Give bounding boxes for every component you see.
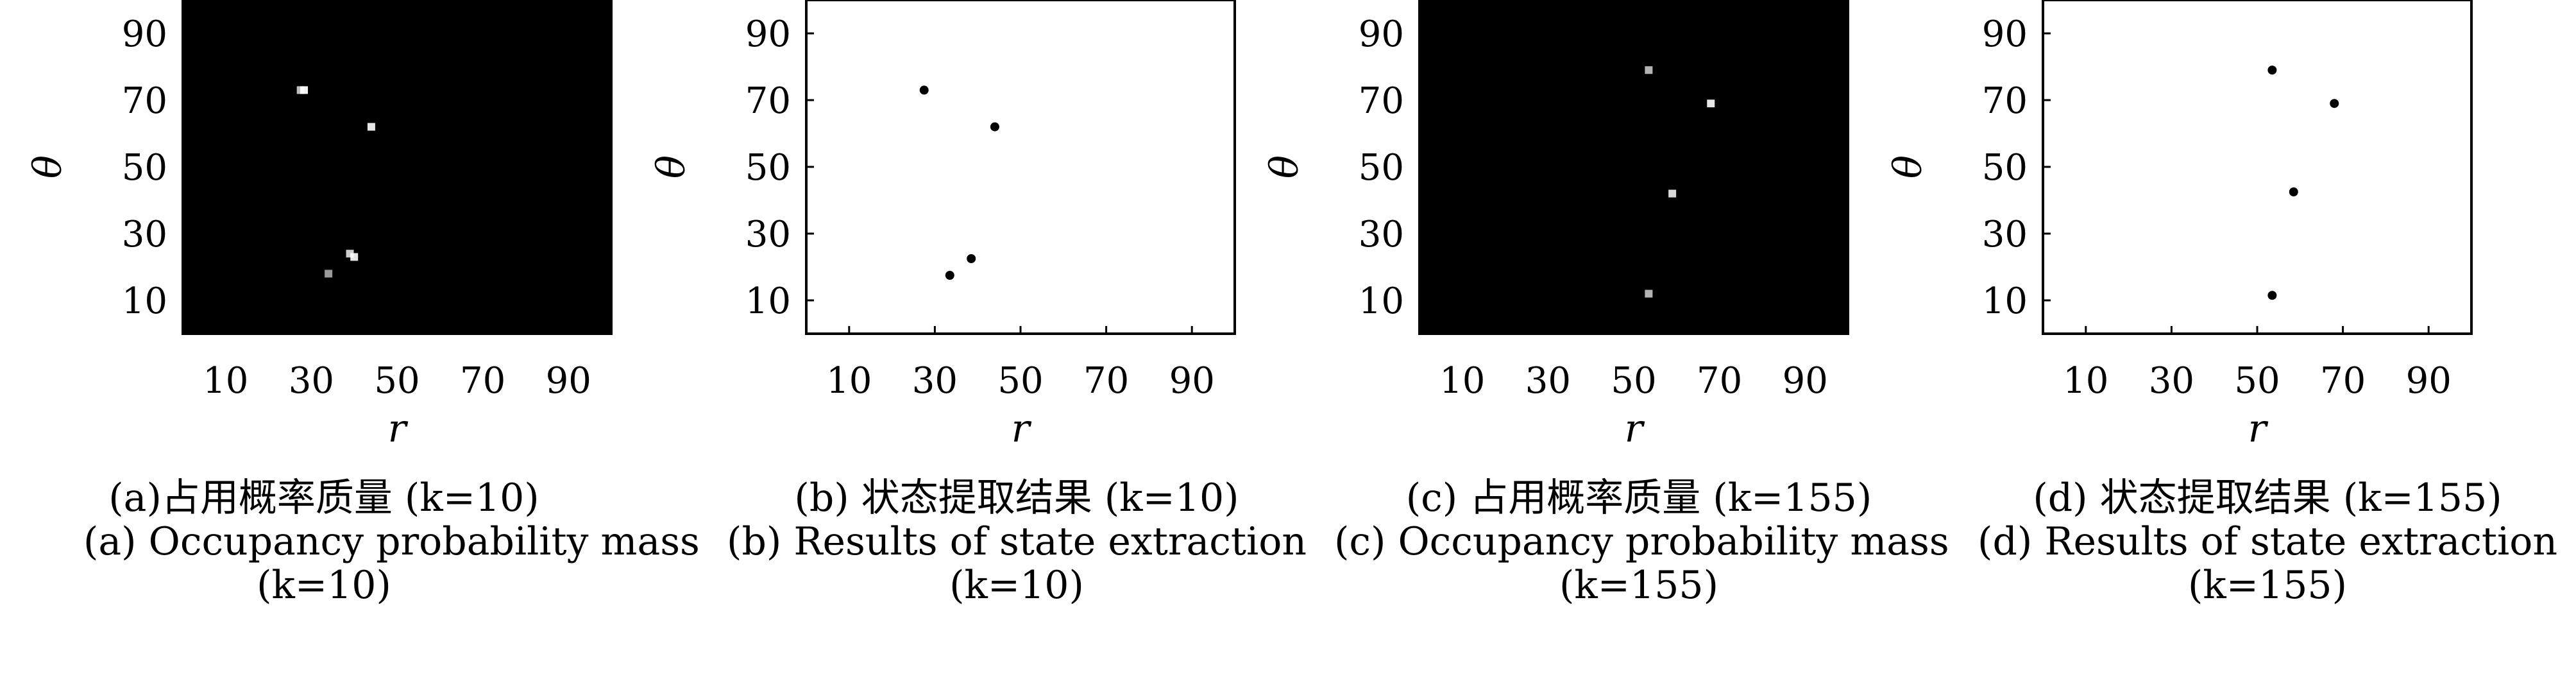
data-point-d-2 bbox=[2330, 99, 2339, 108]
x-tick-label-c-10: 10 bbox=[1439, 360, 1485, 402]
x-tick-label-b-70: 70 bbox=[1083, 360, 1129, 402]
y-tick-label-d-10: 10 bbox=[1982, 280, 2028, 322]
y-tick-label-b-90: 90 bbox=[745, 13, 791, 55]
y-tick-label-d-30: 30 bbox=[1982, 214, 2028, 255]
y-tick-label-a-50: 50 bbox=[122, 147, 167, 189]
data-point-b-2 bbox=[990, 122, 999, 132]
y-tick-label-a-10: 10 bbox=[122, 280, 167, 322]
x-tick-label-d-10: 10 bbox=[2063, 360, 2108, 402]
y-tick-label-c-90: 90 bbox=[1359, 13, 1404, 55]
caption-c: (c) 占用概率质量 (k=155) (c) Occupancy probabi… bbox=[1334, 476, 1949, 608]
data-point-a-6 bbox=[325, 270, 333, 278]
y-axis-label-b: θ bbox=[649, 155, 694, 178]
x-tick-label-d-70: 70 bbox=[2320, 360, 2366, 402]
plot-background-a bbox=[183, 0, 611, 334]
x-axis-label-c: r bbox=[1625, 406, 1645, 451]
y-tick-label-c-10: 10 bbox=[1359, 280, 1404, 322]
y-tick-label-b-30: 30 bbox=[745, 214, 791, 255]
caption-a-cn: (a)占用概率质量 (k=10) bbox=[108, 476, 539, 520]
data-point-d-1 bbox=[2267, 65, 2277, 75]
x-tick-label-a-90: 90 bbox=[546, 360, 591, 402]
caption-b-en-line2: (k=10) bbox=[949, 563, 1084, 608]
chart-a: 10 30 50 70 90 10 30 50 70 90 r θ bbox=[26, 0, 613, 451]
y-axis-label-d: θ bbox=[1886, 155, 1931, 178]
y-tick-label-a-30: 30 bbox=[122, 214, 167, 255]
caption-c-en-line1: (c) Occupancy probability mass bbox=[1334, 519, 1949, 564]
y-tick-label-a-90: 90 bbox=[122, 13, 167, 55]
x-tick-label-d-90: 90 bbox=[2406, 360, 2452, 402]
x-tick-label-b-90: 90 bbox=[1169, 360, 1215, 402]
x-tick-label-a-50: 50 bbox=[374, 360, 419, 402]
data-point-a-5 bbox=[350, 253, 359, 261]
x-tick-label-a-10: 10 bbox=[203, 360, 248, 402]
y-axis-label-a: θ bbox=[26, 155, 71, 178]
x-axis-label-a: r bbox=[388, 406, 409, 451]
x-axis-label-b: r bbox=[1012, 406, 1032, 451]
y-tick-label-a-70: 70 bbox=[122, 80, 167, 122]
data-point-b-4 bbox=[945, 271, 954, 280]
y-tick-label-b-50: 50 bbox=[745, 147, 791, 189]
caption-a: (a)占用概率质量 (k=10) (a) Occupancy probabili… bbox=[83, 476, 700, 608]
plot-frame-c bbox=[1418, 0, 1849, 335]
y-tick-label-c-70: 70 bbox=[1359, 80, 1404, 122]
y-tick-label-d-90: 90 bbox=[1982, 13, 2028, 55]
y-tick-label-b-70: 70 bbox=[745, 80, 791, 122]
caption-d-cn: (d) 状态提取结果 (k=155) bbox=[2033, 476, 2502, 520]
x-axis-label-d: r bbox=[2248, 406, 2269, 451]
x-tick-label-c-90: 90 bbox=[1783, 360, 1828, 402]
caption-d-en-line1: (d) Results of state extraction bbox=[1978, 519, 2557, 564]
plot-background-b bbox=[806, 0, 1235, 334]
data-point-c-1 bbox=[1645, 66, 1653, 74]
data-point-d-4 bbox=[2267, 291, 2277, 300]
y-tick-label-c-30: 30 bbox=[1359, 214, 1404, 255]
chart-b: 10 30 50 70 90 10 30 50 70 90 r θ bbox=[649, 0, 1236, 451]
y-axis-label-c: θ bbox=[1262, 155, 1307, 178]
x-tick-label-b-10: 10 bbox=[826, 360, 872, 402]
y-tick-label-c-50: 50 bbox=[1359, 147, 1404, 189]
data-point-a-2 bbox=[300, 86, 309, 94]
x-tick-label-a-30: 30 bbox=[289, 360, 334, 402]
x-tick-label-c-50: 50 bbox=[1611, 360, 1656, 402]
caption-d: (d) 状态提取结果 (k=155) (d) Results of state … bbox=[1963, 476, 2572, 607]
x-tick-label-d-50: 50 bbox=[2234, 360, 2280, 402]
plot-frame-d bbox=[2042, 0, 2473, 335]
data-point-c-4 bbox=[1645, 289, 1653, 298]
x-tick-label-b-50: 50 bbox=[997, 360, 1043, 402]
y-tick-label-b-10: 10 bbox=[745, 280, 791, 322]
plot-background-d bbox=[2043, 0, 2471, 334]
caption-b-cn: (b) 状态提取结果 (k=10) bbox=[794, 476, 1239, 520]
caption-c-cn: (c) 占用概率质量 (k=155) bbox=[1405, 476, 1872, 520]
caption-a-en-line2: (k=10) bbox=[257, 563, 391, 608]
caption-a-en-line1: (a) Occupancy probability mass bbox=[83, 519, 700, 564]
x-tick-label-b-30: 30 bbox=[912, 360, 958, 402]
caption-b: (b) 状态提取结果 (k=10) (b) Results of state e… bbox=[712, 476, 1321, 607]
chart-d: 10 30 50 70 90 10 30 50 70 90 r θ bbox=[1886, 0, 2473, 451]
plot-frame-b bbox=[805, 0, 1236, 335]
x-tick-label-c-30: 30 bbox=[1525, 360, 1571, 402]
data-point-c-3 bbox=[1668, 189, 1677, 198]
y-tick-label-d-50: 50 bbox=[1982, 147, 2028, 189]
caption-b-en-line1: (b) Results of state extraction bbox=[727, 519, 1307, 564]
x-tick-label-c-70: 70 bbox=[1697, 360, 1742, 402]
plot-frame-a bbox=[182, 0, 613, 335]
plot-background-c bbox=[1419, 0, 1848, 334]
y-tick-label-d-70: 70 bbox=[1982, 80, 2028, 122]
caption-c-en-line2: (k=155) bbox=[1559, 563, 1718, 608]
chart-c: 10 30 50 70 90 10 30 50 70 90 r θ bbox=[1262, 0, 1849, 451]
caption-d-en-line2: (k=155) bbox=[2188, 563, 2347, 608]
data-point-b-1 bbox=[919, 85, 929, 95]
data-point-d-3 bbox=[2289, 187, 2298, 196]
data-point-a-3 bbox=[367, 123, 375, 131]
x-tick-label-d-30: 30 bbox=[2149, 360, 2194, 402]
data-point-b-3 bbox=[967, 254, 976, 263]
data-point-c-2 bbox=[1707, 99, 1715, 108]
x-tick-label-a-70: 70 bbox=[460, 360, 505, 402]
